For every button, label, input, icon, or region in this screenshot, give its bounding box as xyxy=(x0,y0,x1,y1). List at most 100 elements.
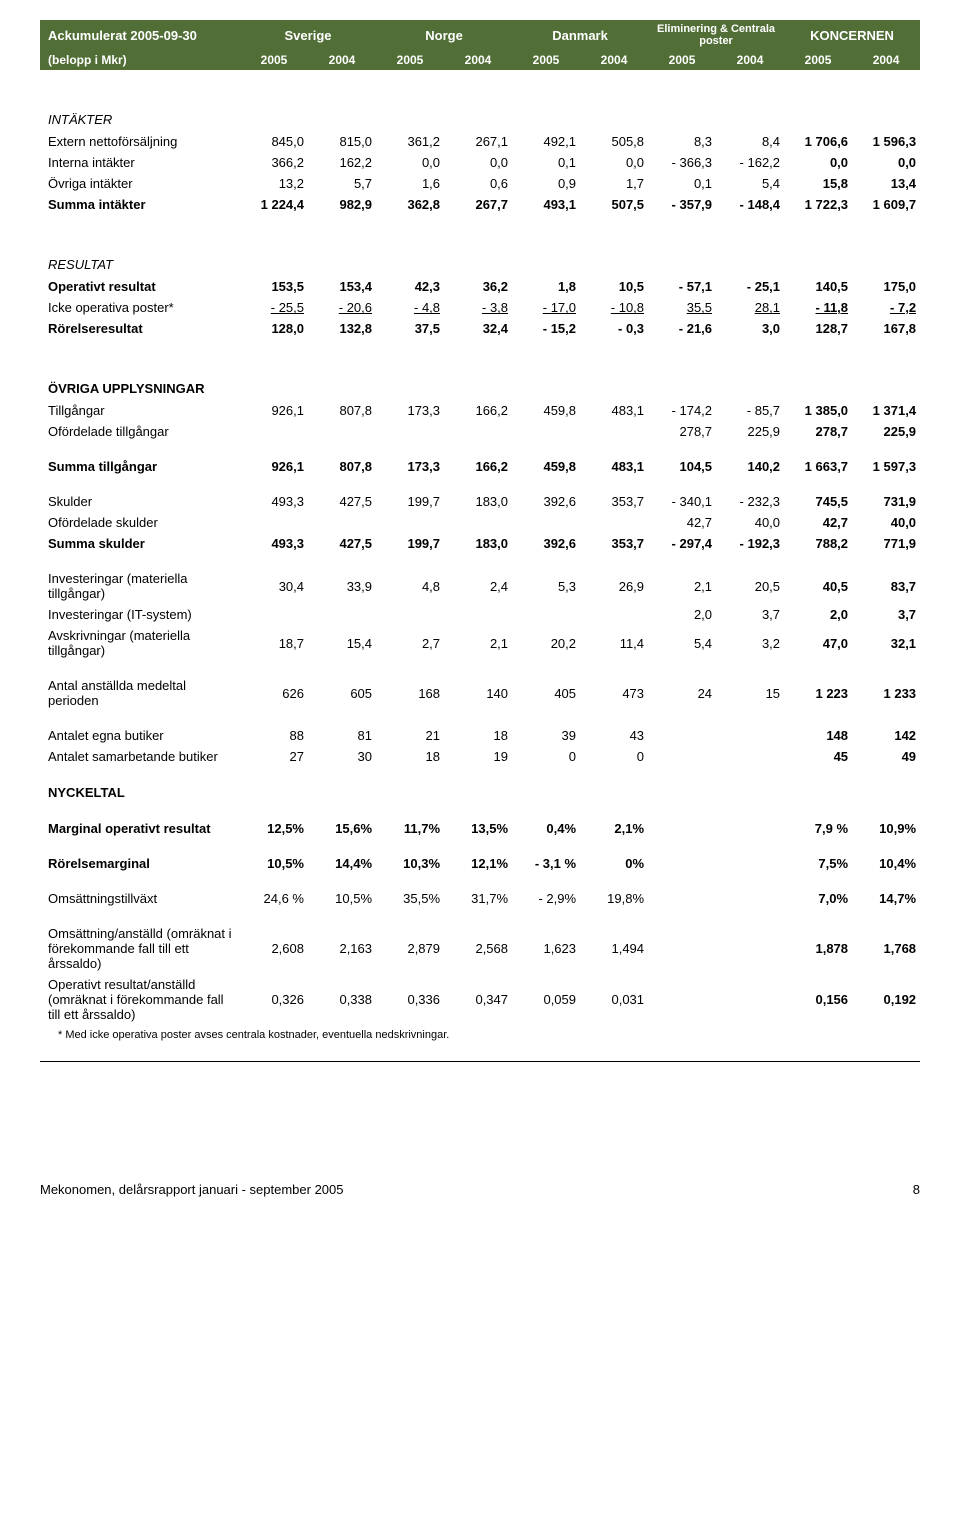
value-cell: 199,7 xyxy=(376,491,444,512)
row-label: Investeringar (materiella tillgångar) xyxy=(40,568,240,604)
value-cell: - 192,3 xyxy=(716,533,784,554)
value-cell: 104,5 xyxy=(648,456,716,477)
value-cell: 35,5% xyxy=(376,888,444,909)
row-label: Summa intäkter xyxy=(40,194,240,215)
year-cell: 2004 xyxy=(444,50,512,70)
table-row: Summa skulder493,3427,5199,7183,0392,635… xyxy=(40,533,920,554)
value-cell: 13,2 xyxy=(240,173,308,194)
value-cell: 24 xyxy=(648,675,716,711)
value-cell: 166,2 xyxy=(444,400,512,421)
value-cell: 427,5 xyxy=(308,491,376,512)
value-cell: - 7,2 xyxy=(852,297,920,318)
value-cell: 40,0 xyxy=(716,512,784,533)
value-cell: 42,7 xyxy=(784,512,852,533)
value-cell: 32,4 xyxy=(444,318,512,339)
value-cell: 20,2 xyxy=(512,625,580,661)
year-cell: 2005 xyxy=(512,50,580,70)
value-cell: 167,8 xyxy=(852,318,920,339)
row-label: Summa tillgångar xyxy=(40,456,240,477)
section-title: RESULTAT xyxy=(40,239,920,276)
value-cell: 2,0 xyxy=(648,604,716,625)
spacer-row xyxy=(40,442,920,456)
value-cell xyxy=(648,746,716,767)
value-cell: 0,6 xyxy=(444,173,512,194)
value-cell: 0,0 xyxy=(784,152,852,173)
row-label: Investeringar (IT-system) xyxy=(40,604,240,625)
value-cell: 20,5 xyxy=(716,568,784,604)
value-cell: 278,7 xyxy=(648,421,716,442)
value-cell: - 340,1 xyxy=(648,491,716,512)
value-cell: 771,9 xyxy=(852,533,920,554)
col-koncernen: KONCERNEN xyxy=(784,20,920,50)
value-cell: 926,1 xyxy=(240,400,308,421)
value-cell: 225,9 xyxy=(852,421,920,442)
value-cell xyxy=(648,888,716,909)
value-cell: 18 xyxy=(444,725,512,746)
value-cell xyxy=(308,512,376,533)
row-label: Marginal operativt resultat xyxy=(40,818,240,839)
value-cell: 26,9 xyxy=(580,568,648,604)
value-cell xyxy=(240,421,308,442)
spacer-row xyxy=(40,215,920,239)
value-cell: 0,059 xyxy=(512,974,580,1025)
value-cell: 40,5 xyxy=(784,568,852,604)
value-cell: 142 xyxy=(852,725,920,746)
value-cell: 3,0 xyxy=(716,318,784,339)
value-cell: 427,5 xyxy=(308,533,376,554)
value-cell: 14,4% xyxy=(308,853,376,874)
value-cell: 2,568 xyxy=(444,923,512,974)
table-row: Operativt resultat153,5153,442,336,21,81… xyxy=(40,276,920,297)
value-cell: 0 xyxy=(580,746,648,767)
value-cell: 15,4 xyxy=(308,625,376,661)
row-label: Summa skulder xyxy=(40,533,240,554)
value-cell: - 15,2 xyxy=(512,318,580,339)
value-cell: 18,7 xyxy=(240,625,308,661)
value-cell: 483,1 xyxy=(580,456,648,477)
value-cell: - 10,8 xyxy=(580,297,648,318)
value-cell: 2,7 xyxy=(376,625,444,661)
value-cell: 0,326 xyxy=(240,974,308,1025)
value-cell: 42,3 xyxy=(376,276,444,297)
value-cell xyxy=(308,604,376,625)
row-label: Rörelseresultat xyxy=(40,318,240,339)
value-cell: 19,8% xyxy=(580,888,648,909)
value-cell: 493,3 xyxy=(240,533,308,554)
section-title: INTÄKTER xyxy=(40,94,920,131)
table-row: Investeringar (IT-system)2,03,72,03,7 xyxy=(40,604,920,625)
value-cell: 2,163 xyxy=(308,923,376,974)
value-cell: 30,4 xyxy=(240,568,308,604)
footer-divider xyxy=(40,1061,920,1062)
value-cell: 982,9 xyxy=(308,194,376,215)
row-label: Ofördelade skulder xyxy=(40,512,240,533)
value-cell: 2,1 xyxy=(648,568,716,604)
value-cell: 132,8 xyxy=(308,318,376,339)
value-cell: 0,1 xyxy=(648,173,716,194)
value-cell xyxy=(716,974,784,1025)
value-cell: 0,0 xyxy=(852,152,920,173)
value-cell: 0,156 xyxy=(784,974,852,1025)
value-cell: 8,4 xyxy=(716,131,784,152)
value-cell: 10,5% xyxy=(308,888,376,909)
value-cell: 36,2 xyxy=(444,276,512,297)
table-row: Omsättning/anställd (omräknat i förekomm… xyxy=(40,923,920,974)
value-cell: - 232,3 xyxy=(716,491,784,512)
value-cell: 140,2 xyxy=(716,456,784,477)
value-cell xyxy=(376,512,444,533)
value-cell: 18 xyxy=(376,746,444,767)
value-cell: 459,8 xyxy=(512,400,580,421)
value-cell: 493,1 xyxy=(512,194,580,215)
value-cell: 27 xyxy=(240,746,308,767)
year-cell: 2004 xyxy=(716,50,784,70)
value-cell xyxy=(580,512,648,533)
table-row: Avskrivningar (materiella tillgångar)18,… xyxy=(40,625,920,661)
value-cell: 10,4% xyxy=(852,853,920,874)
value-cell: 40,0 xyxy=(852,512,920,533)
value-cell: 4,8 xyxy=(376,568,444,604)
value-cell: - 148,4 xyxy=(716,194,784,215)
section-title-row: INTÄKTER xyxy=(40,94,920,131)
value-cell: 13,5% xyxy=(444,818,512,839)
value-cell: 745,5 xyxy=(784,491,852,512)
value-cell: 1 233 xyxy=(852,675,920,711)
value-cell: 473 xyxy=(580,675,648,711)
col-eliminering: Eliminering & Centrala poster xyxy=(648,20,784,50)
